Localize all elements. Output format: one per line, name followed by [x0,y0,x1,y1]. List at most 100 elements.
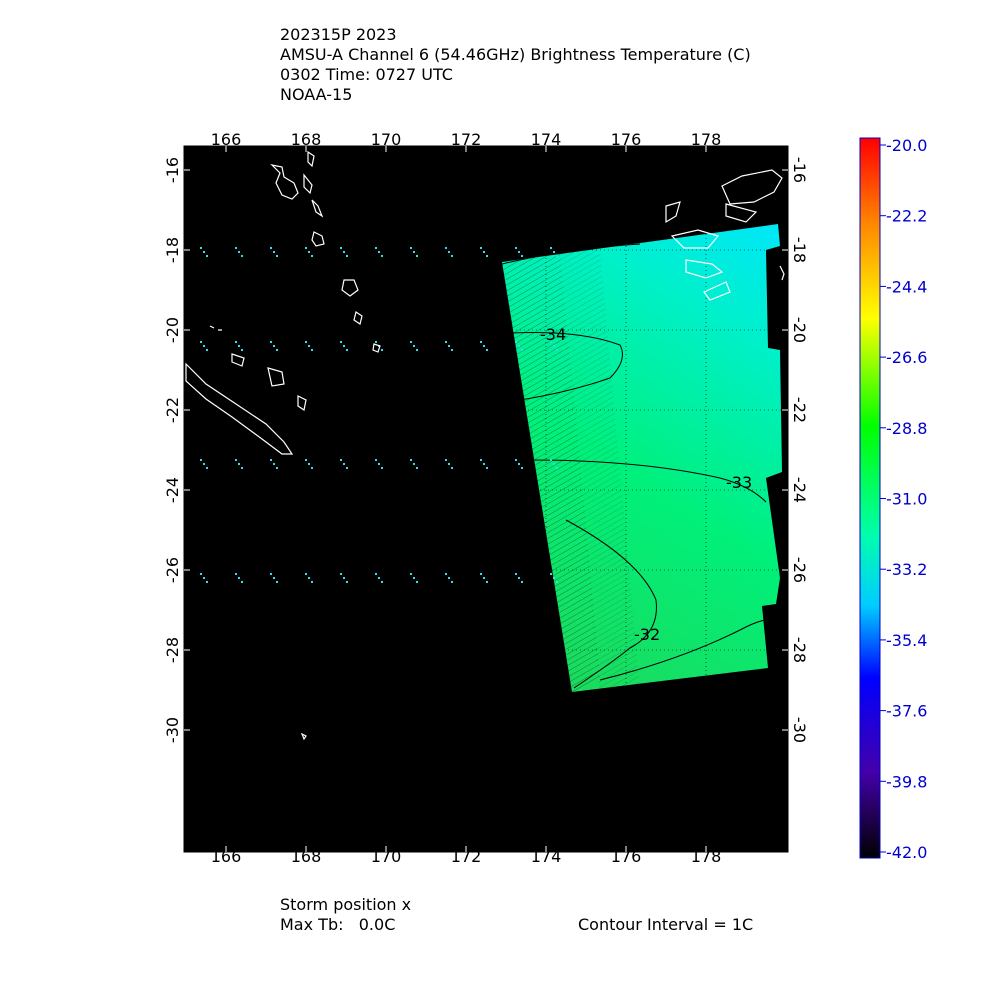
lon-label-bottom: 172 [451,847,482,866]
scan-dot [273,345,275,347]
lat-label-right: -16 [790,157,809,183]
map-frame [183,145,789,853]
lat-label-right: -26 [790,557,809,583]
lon-label-bottom: 166 [211,847,242,866]
swath-overlay [502,224,782,692]
lon-label-top: 174 [531,130,562,149]
scan-dot [203,345,205,347]
scan-dot [235,247,237,249]
scan-dot [381,467,383,469]
lat-label-left: -20 [163,317,182,343]
contour-interval: Contour Interval = 1C [578,915,753,934]
scan-dot [448,251,450,253]
colorbar [859,137,881,859]
scan-dot [381,349,383,351]
scan-dot [206,349,208,351]
scan-dot [343,463,345,465]
scan-dot [308,345,310,347]
scan-dot [241,349,243,351]
lon-label-top: 168 [291,130,322,149]
scan-dot [241,581,243,583]
scan-dot [375,341,377,343]
header-line: NOAA-15 [280,85,352,104]
scan-dot [378,577,380,579]
scan-dot [483,345,485,347]
scan-dot [521,581,523,583]
scan-dot [203,463,205,465]
scan-dot [311,467,313,469]
scan-dot [200,459,202,461]
lat-label-left: -22 [163,397,182,423]
scan-dot [410,573,412,575]
scan-dot [311,255,313,257]
max-tb: Max Tb: 0.0C [280,915,395,934]
lon-label-top: 178 [691,130,722,149]
axis-ticks: 166 166 168 168 170 170 172 172 174 174 176 176 178 1… [163,130,809,866]
scan-dot [340,247,342,249]
scan-dot [343,345,345,347]
scan-dot [416,349,418,351]
scan-dot [413,251,415,253]
scan-dot [518,345,520,347]
scan-dot [343,251,345,253]
scan-dot [550,459,552,461]
scan-dot [416,467,418,469]
scan-dot [445,573,447,575]
storm-position: Storm position x [280,895,411,914]
scan-dot [413,345,415,347]
coastlines [185,150,785,741]
scan-dot [378,463,380,465]
scan-dot [521,349,523,351]
header-line: AMSU-A Channel 6 (54.46GHz) Brightness T… [280,45,751,64]
scan-dot [553,251,555,253]
colorbar-label: -31.0 [886,490,927,509]
scan-dot [550,247,552,249]
scan-dot [346,349,348,351]
scan-dot [273,577,275,579]
scan-dot [480,247,482,249]
scan-dot [553,463,555,465]
scan-dot [486,255,488,257]
lat-label-left: -24 [163,477,182,503]
lat-label-left: -26 [163,557,182,583]
scan-dot [238,577,240,579]
colorbar-label: -22.2 [886,207,927,226]
scan-dot [451,349,453,351]
scan-dot [483,251,485,253]
scan-dot [410,459,412,461]
lat-label-left: -16 [163,157,182,183]
scan-dot [451,467,453,469]
scan-dot [416,255,418,257]
scan-dot [340,573,342,575]
lon-label-top: 172 [451,130,482,149]
scan-dot [515,247,517,249]
scan-dot [270,459,272,461]
scan-dot [305,573,307,575]
scan-dot [556,255,558,257]
lat-label-right: -28 [790,637,809,663]
scan-dot [378,251,380,253]
scan-dot [486,581,488,583]
colorbar-labels: -20.0 -22.2 -24.4 -26.6 -28.8 -31.0 -33.2 -35.4… [880,136,927,862]
scan-dot [308,577,310,579]
scan-dot [553,345,555,347]
scan-dot [448,345,450,347]
scan-dot [521,467,523,469]
colorbar-label: -37.6 [886,702,927,721]
scan-dot [305,459,307,461]
scan-dot [375,459,377,461]
scan-dot [273,251,275,253]
scan-dot [241,255,243,257]
lon-label-bottom: 170 [371,847,402,866]
scan-dot [518,577,520,579]
scan-dot [553,577,555,579]
scan-dot [556,349,558,351]
lat-label-left: -18 [163,237,182,263]
scan-dot [235,573,237,575]
scan-dot [343,577,345,579]
scan-dot [515,573,517,575]
scan-dot [238,463,240,465]
lon-label-bottom: 168 [291,847,322,866]
scan-dot [448,463,450,465]
